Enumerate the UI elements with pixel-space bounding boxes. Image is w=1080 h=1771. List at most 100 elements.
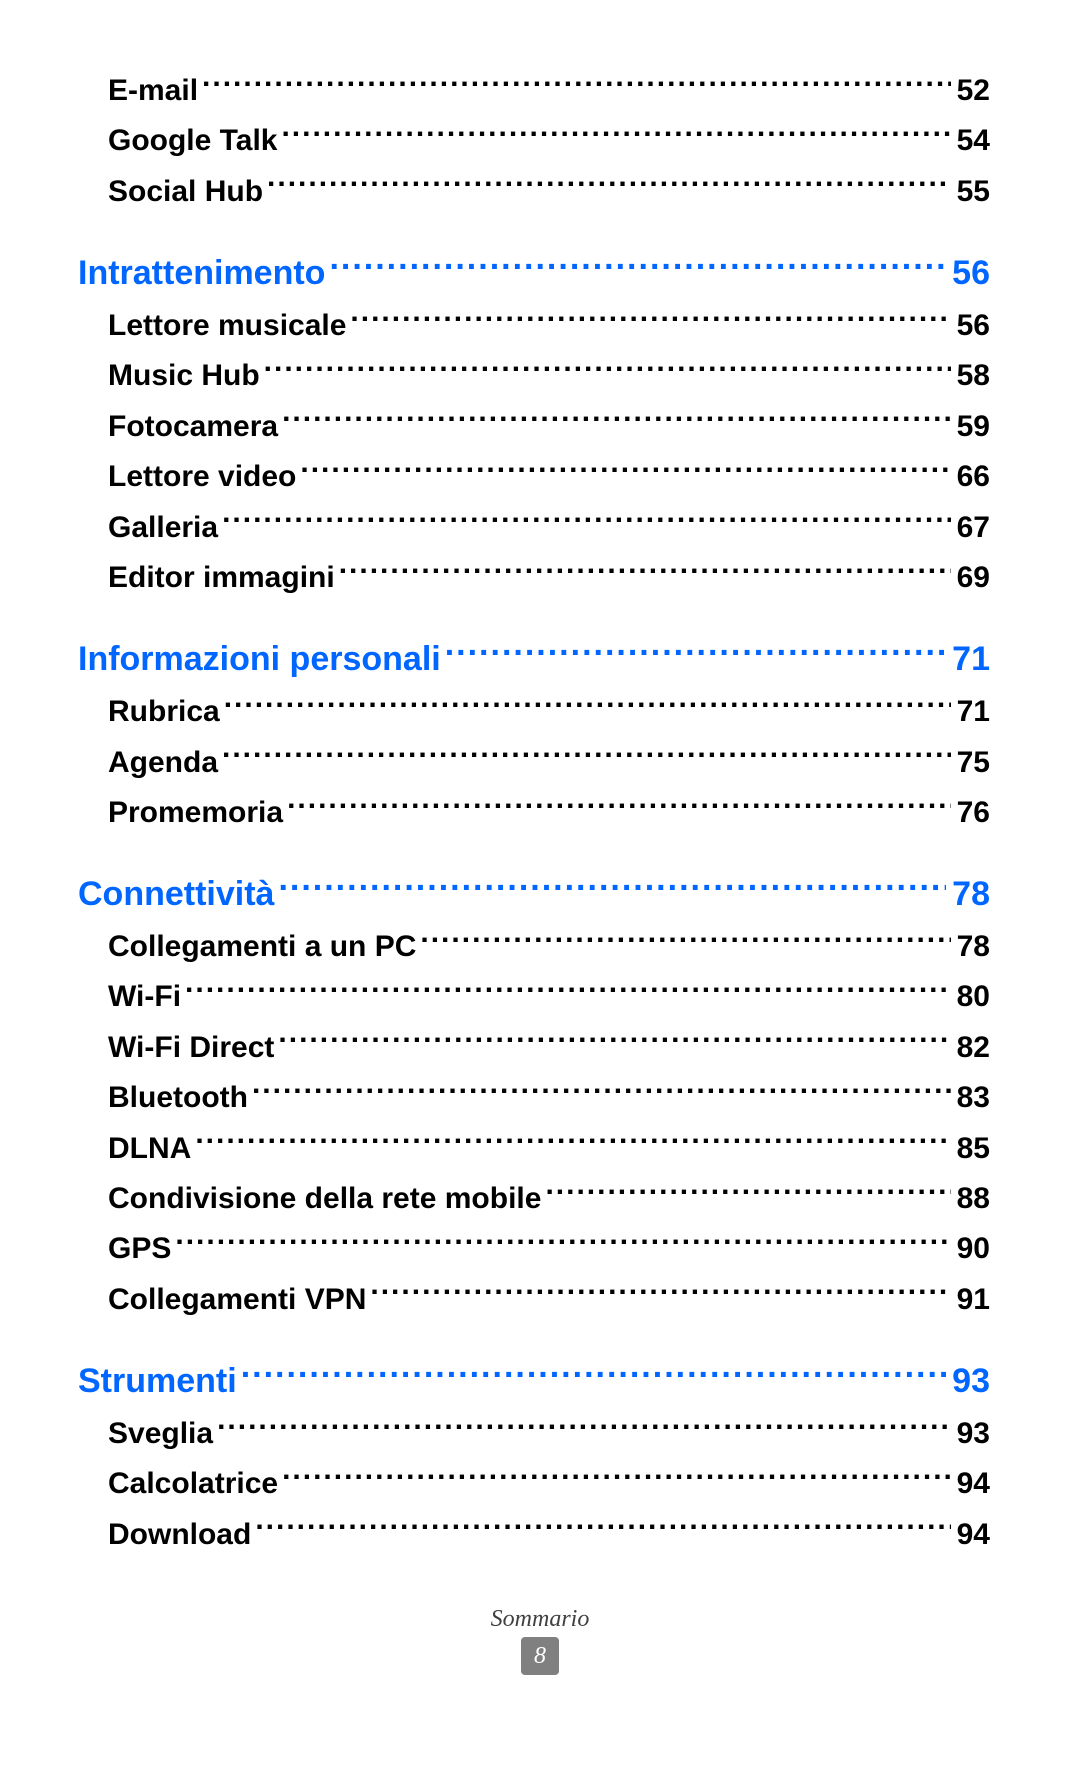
toc-section[interactable]: Informazioni personali 71 [78,629,990,685]
toc-section-label: Intrattenimento [78,248,325,299]
toc-section-label: Informazioni personali [78,634,441,685]
dot-leader [222,736,951,772]
toc-entry[interactable]: Lettore musicale 56 [108,299,990,349]
toc-entry-label: Editor immagini [108,554,335,601]
dot-leader [282,1457,951,1493]
toc-entry-label: Wi-Fi Direct [108,1024,274,1071]
dot-leader [252,1071,951,1107]
dot-leader [202,64,951,100]
dot-leader [339,551,951,587]
toc-entry[interactable]: Collegamenti VPN 91 [108,1273,990,1323]
table-of-contents: E-mail 52 Google Talk 54 Social Hub 55 I… [78,64,990,1558]
toc-section-label: Strumenti [78,1356,237,1407]
toc-entry-page: 52 [957,67,990,114]
toc-entry[interactable]: Bluetooth 83 [108,1071,990,1121]
toc-entry[interactable]: Collegamenti a un PC 78 [108,920,990,970]
toc-entry-page: 54 [957,117,990,164]
dot-leader [224,685,951,721]
toc-entry-page: 83 [957,1074,990,1121]
toc-entry-label: E-mail [108,67,198,114]
toc-section-page: 78 [952,869,990,920]
toc-entry-page: 55 [957,168,990,215]
toc-entry[interactable]: Rubrica 71 [108,685,990,735]
toc-entry[interactable]: Calcolatrice 94 [108,1457,990,1507]
toc-entry-page: 69 [957,554,990,601]
toc-entry-page: 94 [957,1460,990,1507]
toc-section[interactable]: Intrattenimento 56 [78,243,990,299]
toc-entry-label: Calcolatrice [108,1460,278,1507]
toc-entry-label: Promemoria [108,789,283,836]
toc-entry-page: 78 [957,923,990,970]
page-number: 8 [534,1643,546,1670]
toc-entry-label: Rubrica [108,688,220,735]
toc-entry-page: 80 [957,973,990,1020]
toc-section-page: 93 [952,1356,990,1407]
toc-entry-label: GPS [108,1225,171,1272]
toc-entry-page: 90 [957,1225,990,1272]
footer-title: Sommario [0,1606,1080,1633]
dot-leader [282,400,951,436]
toc-entry[interactable]: Condivisione della rete mobile 88 [108,1172,990,1222]
dot-leader [222,501,951,537]
toc-entry-label: Google Talk [108,117,277,164]
toc-entry-label: Lettore musicale [108,302,346,349]
toc-entry-page: 71 [957,688,990,735]
toc-entry-label: Music Hub [108,352,260,399]
toc-entry[interactable]: Social Hub 55 [108,165,990,215]
toc-entry-label: Galleria [108,504,218,551]
toc-entry-label: Social Hub [108,168,263,215]
dot-leader [329,243,946,284]
dot-leader [217,1407,951,1443]
dot-leader [185,970,951,1006]
toc-entry-page: 58 [957,352,990,399]
toc-entry-page: 75 [957,739,990,786]
toc-entry-label: Sveglia [108,1410,213,1457]
toc-entry[interactable]: DLNA 85 [108,1122,990,1172]
toc-entry-label: Lettore video [108,453,296,500]
toc-pre-group: E-mail 52 Google Talk 54 Social Hub 55 [78,64,990,215]
dot-leader [255,1508,950,1544]
toc-entry-label: Fotocamera [108,403,278,450]
dot-leader [445,629,946,670]
page: E-mail 52 Google Talk 54 Social Hub 55 I… [0,0,1080,1771]
toc-entry-label: Download [108,1511,251,1558]
toc-entry[interactable]: Fotocamera 59 [108,400,990,450]
toc-entry-page: 85 [957,1125,990,1172]
toc-entry[interactable]: GPS 90 [108,1222,990,1272]
toc-entry[interactable]: E-mail 52 [108,64,990,114]
dot-leader [175,1222,950,1258]
toc-entry-label: Bluetooth [108,1074,248,1121]
toc-entry[interactable]: Agenda 75 [108,736,990,786]
toc-entry-label: Condivisione della rete mobile [108,1175,541,1222]
toc-section[interactable]: Connettività 78 [78,864,990,920]
toc-section[interactable]: Strumenti 93 [78,1351,990,1407]
toc-entry[interactable]: Wi-Fi 80 [108,970,990,1020]
dot-leader [545,1172,950,1208]
toc-entry[interactable]: Editor immagini 69 [108,551,990,601]
toc-entry-label: Collegamenti VPN [108,1276,366,1323]
toc-section-page: 71 [952,634,990,685]
toc-entry-page: 56 [957,302,990,349]
toc-entry-page: 66 [957,453,990,500]
toc-entry[interactable]: Lettore video 66 [108,450,990,500]
toc-entry[interactable]: Promemoria 76 [108,786,990,836]
dot-leader [281,114,950,150]
page-footer: Sommario 8 [0,1606,1080,1675]
toc-entry[interactable]: Galleria 67 [108,501,990,551]
toc-entry[interactable]: Google Talk 54 [108,114,990,164]
toc-entry-page: 93 [957,1410,990,1457]
toc-entry-page: 67 [957,504,990,551]
toc-entry[interactable]: Download 94 [108,1508,990,1558]
toc-entry[interactable]: Music Hub 58 [108,349,990,399]
dot-leader [300,450,950,486]
toc-entry-label: Agenda [108,739,218,786]
dot-leader [350,299,950,335]
toc-entry-label: Wi-Fi [108,973,181,1020]
toc-entry[interactable]: Sveglia 93 [108,1407,990,1457]
dot-leader [278,864,946,905]
dot-leader [278,1021,950,1057]
toc-entry[interactable]: Wi-Fi Direct 82 [108,1021,990,1071]
toc-section-label: Connettività [78,869,274,920]
toc-entry-page: 76 [957,789,990,836]
dot-leader [267,165,951,201]
